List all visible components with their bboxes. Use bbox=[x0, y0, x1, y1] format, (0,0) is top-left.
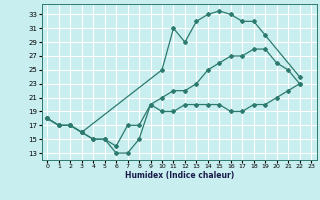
X-axis label: Humidex (Indice chaleur): Humidex (Indice chaleur) bbox=[124, 171, 234, 180]
